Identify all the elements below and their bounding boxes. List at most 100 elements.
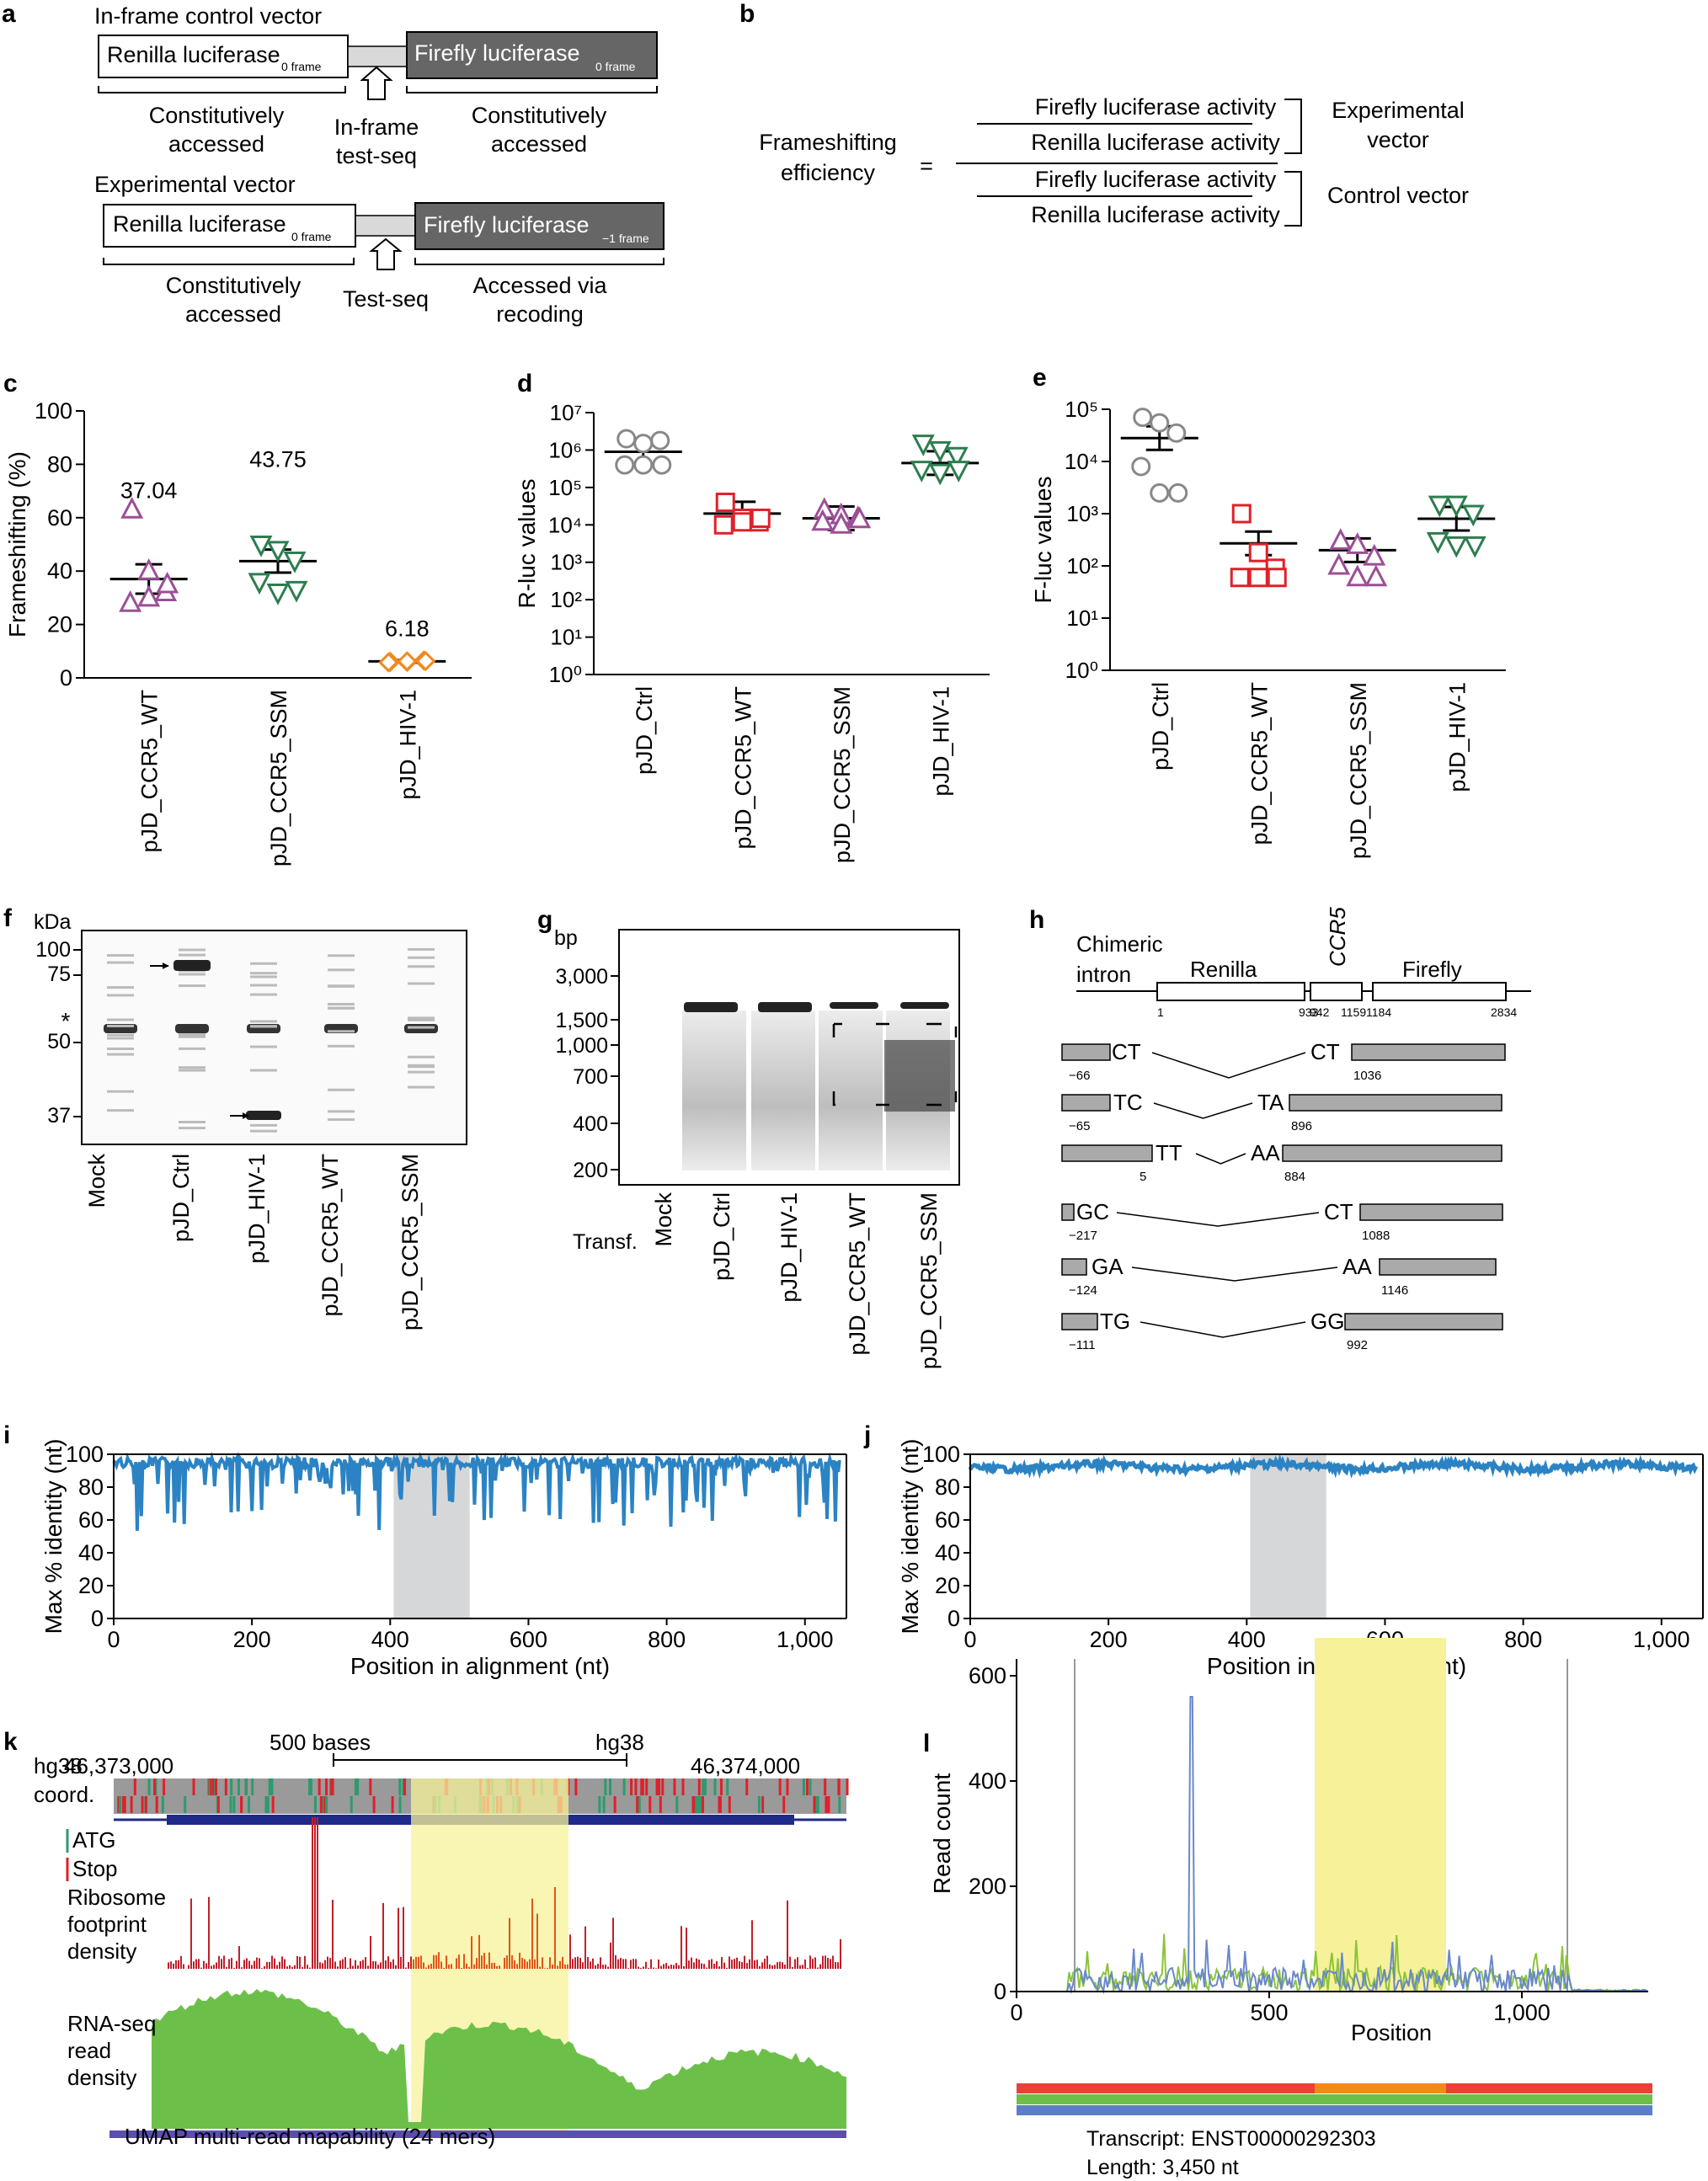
data-point [285, 580, 308, 603]
x-tick-label: 500 [1250, 2000, 1288, 2025]
linker-exp [355, 215, 416, 237]
faint-band [107, 1033, 134, 1037]
codon-mark [778, 1778, 782, 1795]
blot-frame [81, 930, 467, 1145]
data-point [1230, 568, 1250, 588]
panel-label-g: g [537, 906, 552, 934]
codon-mark [208, 1778, 211, 1795]
ff-text-2: Firefly luciferase activity [1035, 167, 1277, 192]
codon-mark [215, 1778, 218, 1795]
x-tick-label: 400 [371, 1627, 409, 1652]
data-point [1168, 483, 1188, 503]
junction-right-pos: 992 [1347, 1338, 1368, 1352]
panel-f: f kDa 100 75 50 37 * Mock pJD_Ctrl pJD_HIV… [3, 904, 467, 1330]
y-tick-label: 10⁷ [550, 400, 582, 425]
rl-text-1: Renilla luciferase activity [1031, 130, 1280, 155]
x-tick-label: 800 [1504, 1627, 1542, 1652]
gel-marker-label: 1,500 [555, 1009, 608, 1032]
faint-band [250, 1123, 277, 1127]
codon-mark [640, 1778, 643, 1795]
bracket-left-control [98, 86, 346, 93]
blot-bands [104, 947, 438, 1133]
firefly-label-control: Firefly luciferase [414, 40, 580, 66]
junction-left-pos: −111 [1069, 1338, 1096, 1352]
data-point [848, 506, 872, 529]
data-point [652, 455, 672, 475]
y-axis-title: Max % identity (nt) [897, 1439, 923, 1634]
faint-band [328, 1044, 355, 1048]
faint-band [328, 1030, 355, 1033]
data-point [1150, 483, 1170, 503]
mean-value-label: 37.04 [120, 478, 178, 504]
y-axis-title: Frameshifting (%) [4, 451, 30, 637]
exon-left [1061, 1203, 1075, 1221]
control-vector-title: In-frame control vector [94, 3, 322, 29]
gel-lane-label: Mock [651, 1192, 676, 1247]
eff-text-1: Frameshifting [759, 130, 897, 155]
y-tick-label: 60 [47, 505, 72, 531]
faint-band [328, 1110, 355, 1113]
kda-label: kDa [34, 910, 72, 934]
codon-mark [271, 1796, 275, 1813]
y-tick-label: 200 [969, 1874, 1006, 1899]
faint-band [107, 1024, 134, 1027]
data-point [1166, 423, 1187, 443]
panel-b: b Frameshifting efficiency = Firefly luc… [739, 0, 1469, 227]
panel-label-h: h [1029, 906, 1044, 934]
marker-37: 37 [47, 1104, 71, 1128]
codon-mark [673, 1778, 676, 1795]
codon-mark [846, 1778, 849, 1795]
y-tick-label: 100 [35, 398, 72, 424]
junction-right-pos: 896 [1291, 1119, 1312, 1133]
codon-mark [622, 1778, 626, 1795]
panel-i: i 0 20 40 60 80 100 0 200 400 600 800 1,000 Position… [3, 1421, 847, 1679]
x-category-label: pJD_CCR5_SSM [1346, 682, 1371, 859]
y-tick-label: 10⁵ [548, 475, 582, 500]
intron-line [1195, 1153, 1246, 1165]
gel-band [684, 1002, 738, 1012]
panel-label-b: b [739, 0, 755, 28]
exon-right [1359, 1203, 1503, 1221]
data-point [1133, 408, 1153, 428]
codon-mark [645, 1778, 649, 1795]
data-point [633, 455, 654, 475]
codon-mark [232, 1796, 236, 1813]
panel-label-i: i [3, 1421, 10, 1449]
x-tick-label: 0 [107, 1627, 120, 1652]
codon-mark [268, 1778, 271, 1795]
bracket-ctrl [1284, 171, 1302, 227]
gel-smear [819, 1011, 883, 1170]
exon-right [1282, 1144, 1503, 1162]
faint-band [250, 1129, 277, 1133]
codon-mark [641, 1778, 644, 1795]
faint-band [408, 1055, 435, 1059]
y-axis-title: Max % identity (nt) [40, 1439, 67, 1634]
frame-bar-blue [1017, 2105, 1652, 2115]
x-tick-label: 0 [1010, 2000, 1022, 2025]
codon-mark [809, 1778, 812, 1795]
faint-band [328, 984, 355, 988]
intron-text: intron [1076, 962, 1131, 987]
codon-mark [309, 1778, 312, 1795]
codon-mark [699, 1796, 702, 1813]
data-point [650, 430, 670, 451]
junction-left-pos: −66 [1069, 1069, 1090, 1083]
faint-band [179, 1035, 205, 1038]
codon-mark [782, 1796, 786, 1813]
codon-mark [659, 1796, 662, 1813]
exon-right [1289, 1094, 1503, 1112]
junction-left-seq: GA [1092, 1254, 1124, 1279]
coord-label: 942 [1310, 1005, 1330, 1019]
codon-mark [728, 1796, 731, 1813]
coord-2: 46,374,000 [691, 1753, 800, 1778]
junction-right-seq: AA [1251, 1140, 1280, 1165]
read-count-line-blue [1017, 1696, 1647, 1995]
junction-left-seq: GC [1076, 1199, 1109, 1224]
faint-band [179, 1047, 205, 1050]
junction-right-pos: 1088 [1362, 1229, 1390, 1243]
y-tick-label: 60 [78, 1507, 104, 1533]
x-axis-title: Position in alignment (nt) [350, 1653, 610, 1679]
codon-mark [574, 1778, 578, 1795]
codon-mark [604, 1778, 607, 1795]
